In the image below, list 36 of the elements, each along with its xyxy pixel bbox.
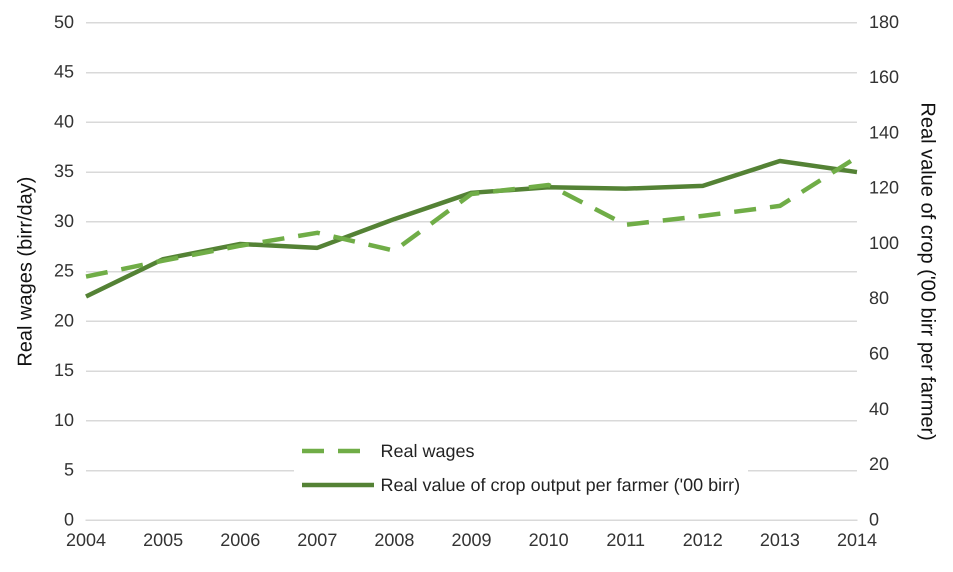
y-tick-label: 10 — [54, 410, 74, 430]
y2-tick-label: 80 — [868, 288, 889, 308]
x-tick-label: 2009 — [451, 530, 492, 550]
x-tick-label: 2005 — [143, 530, 184, 550]
y2-tick-label: 40 — [868, 398, 889, 419]
x-tick-label: 2006 — [220, 530, 260, 550]
y-tick-label: 0 — [64, 509, 74, 530]
x-tick-label: 2013 — [760, 530, 800, 550]
x-tick-label: 2014 — [836, 530, 877, 550]
y-tick-label: 25 — [54, 260, 74, 281]
x-tick-label: 2008 — [374, 530, 414, 550]
y2-tick-label: 120 — [868, 178, 900, 198]
x-tick-label: 2007 — [297, 530, 338, 550]
y-tick-label: 15 — [54, 360, 74, 380]
x-tick-label: 2012 — [682, 530, 723, 550]
y2-axis-title: Real value of crop ('00 birr per farmer) — [916, 102, 938, 441]
y-axis-title: Real wages (birr/day) — [14, 176, 37, 367]
x-tick-label: 2004 — [66, 530, 106, 550]
y-tick-label: 35 — [54, 161, 74, 182]
y-tick-label: 20 — [54, 310, 74, 330]
y-tick-label: 40 — [54, 111, 74, 132]
y-tick-label: 45 — [54, 62, 74, 82]
y2-tick-label: 160 — [868, 67, 900, 88]
y-tick-label: 5 — [64, 460, 74, 480]
y2-tick-label: 100 — [868, 232, 900, 253]
y2-tick-label: 180 — [868, 12, 900, 32]
legend-label: Real value of crop output per farmer ('00 birr) — [380, 474, 740, 496]
legend-label: Real wages — [380, 440, 475, 462]
y-tick-label: 50 — [54, 12, 74, 32]
y2-tick-label: 140 — [868, 122, 900, 142]
y-tick-label: 30 — [54, 210, 74, 231]
x-tick-label: 2011 — [606, 530, 646, 550]
y2-tick-label: 0 — [868, 509, 879, 530]
x-tick-label: 2010 — [528, 530, 569, 550]
y2-tick-label: 20 — [868, 454, 889, 474]
y2-tick-label: 60 — [868, 344, 889, 364]
